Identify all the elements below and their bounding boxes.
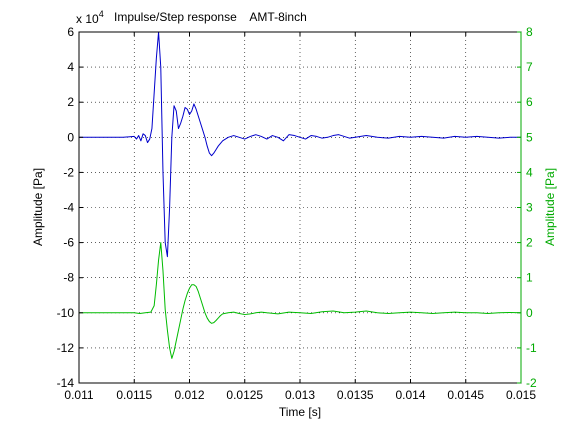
y-right-tick-label: 3: [526, 201, 533, 215]
y-axis-right-label: Amplitude [Pa]: [543, 168, 557, 246]
x-tick-label: 0.015: [506, 388, 536, 402]
left-axis-exponent: x 104: [76, 9, 104, 26]
x-tick-label: 0.0115: [116, 388, 152, 402]
x-tick-label: 0.0145: [447, 388, 484, 402]
x-tick-label: 0.011: [64, 388, 93, 402]
impulse-response-line: [79, 31, 521, 258]
y-right-tick-label: -2: [526, 376, 537, 390]
y-left-tick-label: -2: [63, 165, 74, 179]
step-response-line: [79, 242, 522, 359]
y-left-tick-label: -6: [63, 236, 74, 250]
x-tick-label: 0.012: [174, 388, 204, 402]
y-left-tick-label: 4: [67, 60, 74, 74]
y-left-tick-label: -12: [57, 341, 75, 355]
x-tick-label: 0.0135: [337, 388, 374, 402]
chart-title: Impulse/Step response AMT-8inch: [114, 10, 307, 24]
y-right-tick-label: 1: [526, 271, 533, 285]
y-left-tick-label: 0: [67, 130, 74, 144]
x-tick-label: 0.0125: [226, 388, 263, 402]
x-tick-label: 0.014: [395, 388, 425, 402]
y-right-tick-label: 2: [526, 236, 533, 250]
y-left-tick-label: -4: [63, 201, 74, 215]
y-right-tick-label: -1: [526, 341, 537, 355]
y-left-tick-label: -14: [57, 376, 75, 390]
y-left-tick-label: 2: [67, 95, 74, 109]
y-right-tick-label: 5: [526, 130, 533, 144]
x-tick-label: 0.013: [285, 388, 315, 402]
y-left-tick-label: -8: [63, 271, 74, 285]
y-right-tick-label: 4: [526, 165, 533, 179]
exponent-power: 4: [99, 9, 104, 19]
y-right-tick-label: 8: [526, 25, 533, 39]
series-layer: [79, 31, 522, 359]
y-right-tick-label: 0: [526, 306, 533, 320]
y-axis-left-label: Amplitude [Pa]: [31, 168, 45, 246]
y-right-tick-label: 6: [526, 95, 533, 109]
y-right-tick-label: 7: [526, 60, 533, 74]
y-left-tick-label: 6: [67, 25, 74, 39]
y-left-tick-label: -10: [57, 306, 75, 320]
x-axis-label: Time [s]: [279, 405, 321, 419]
ticks: 0.011 0.0115 0.012 0.0125 0.013 0.0135 0.014 0.…: [57, 25, 537, 402]
exponent-prefix: x 10: [76, 12, 99, 26]
